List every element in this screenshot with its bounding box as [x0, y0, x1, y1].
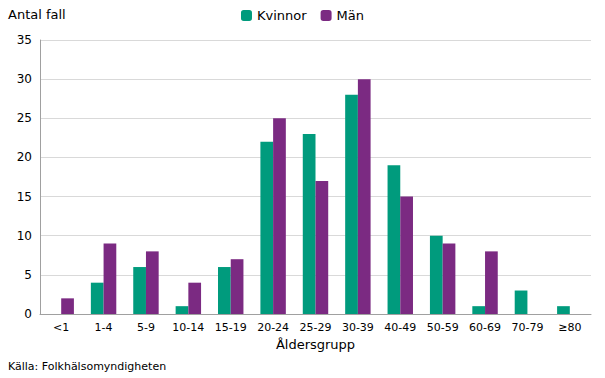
svg-text:10-14: 10-14	[172, 321, 204, 334]
svg-text:40-49: 40-49	[384, 321, 416, 334]
svg-text:1-4: 1-4	[95, 321, 113, 334]
svg-text:25: 25	[17, 111, 32, 125]
svg-text:Källa: Folkhälsomyndigheten: Källa: Folkhälsomyndigheten	[8, 360, 166, 373]
svg-text:Kvinnor: Kvinnor	[257, 8, 307, 23]
svg-text:0: 0	[24, 307, 32, 321]
svg-text:Åldersgrupp: Åldersgrupp	[276, 337, 355, 352]
svg-text:10: 10	[17, 229, 32, 243]
svg-text:15-19: 15-19	[215, 321, 247, 334]
svg-text:Män: Män	[337, 8, 364, 23]
svg-text:30-39: 30-39	[342, 321, 374, 334]
svg-text:35: 35	[17, 33, 32, 47]
svg-text:15: 15	[17, 190, 32, 204]
svg-text:<1: <1	[53, 321, 69, 334]
svg-text:5: 5	[24, 268, 32, 282]
svg-text:30: 30	[17, 72, 32, 86]
svg-text:25-29: 25-29	[300, 321, 332, 334]
svg-text:5-9: 5-9	[137, 321, 155, 334]
svg-text:60-69: 60-69	[469, 321, 501, 334]
svg-text:50-59: 50-59	[427, 321, 459, 334]
svg-text:70-79: 70-79	[511, 321, 543, 334]
svg-text:≥80: ≥80	[558, 321, 581, 334]
svg-text:20: 20	[17, 150, 32, 164]
svg-text:20-24: 20-24	[257, 321, 289, 334]
svg-text:Antal fall: Antal fall	[8, 7, 66, 22]
